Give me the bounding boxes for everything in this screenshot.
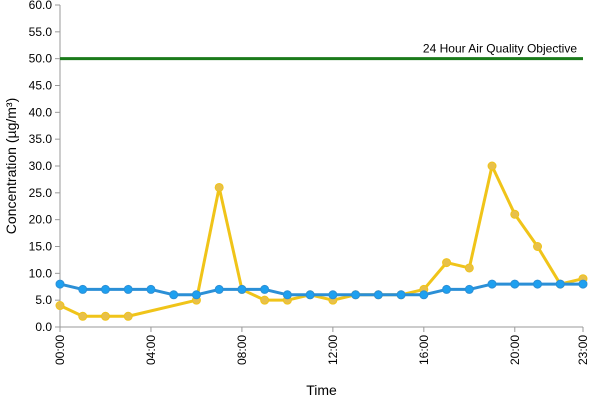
data-point <box>123 311 133 321</box>
x-tick-label: 00:00 <box>53 335 67 365</box>
y-tick-label: 45.0 <box>29 79 53 93</box>
data-point <box>510 209 520 219</box>
x-tick-label: 23:00 <box>576 335 590 365</box>
series-line <box>59 164 584 318</box>
data-point <box>351 290 361 300</box>
data-point <box>78 284 88 294</box>
data-point <box>464 284 474 294</box>
data-point <box>442 258 452 268</box>
data-point <box>55 279 65 289</box>
x-axis-ticks: 00:00 04:00 08:00 12:00 16:00 20:00 23:00 <box>53 327 590 365</box>
y-tick-label: 50.0 <box>29 52 53 66</box>
data-point <box>260 295 270 305</box>
data-point <box>100 284 110 294</box>
data-point <box>578 279 588 289</box>
y-axis-title: Concentration (µg/m³) <box>3 98 19 234</box>
data-point <box>146 284 156 294</box>
y-tick-label: 30.0 <box>29 159 53 173</box>
x-tick-label: 16:00 <box>417 335 431 365</box>
data-point <box>419 290 429 300</box>
y-tick-label: 40.0 <box>29 105 53 119</box>
x-tick-label: 20:00 <box>508 335 522 365</box>
data-point <box>328 290 338 300</box>
y-tick-label: 15.0 <box>29 240 53 254</box>
y-tick-label: 5.0 <box>35 293 52 307</box>
data-point <box>533 279 543 289</box>
data-point <box>510 279 520 289</box>
series-0 <box>55 161 588 321</box>
y-axis-ticks: 0.0 5.0 10.0 15.0 20.0 25.0 30.0 35.0 40.0 45.0 50… <box>29 0 60 334</box>
y-tick-label: 35.0 <box>29 132 53 146</box>
data-point <box>305 290 315 300</box>
data-point <box>260 284 270 294</box>
x-tick-label: 04:00 <box>144 335 158 365</box>
data-point <box>237 284 247 294</box>
data-point <box>169 290 179 300</box>
data-point <box>100 311 110 321</box>
reference-line-label: 24 Hour Air Quality Objective <box>423 42 577 56</box>
series-1 <box>55 279 588 300</box>
data-point <box>464 263 474 273</box>
x-tick-label: 08:00 <box>235 335 249 365</box>
y-tick-label: 10.0 <box>29 266 53 280</box>
data-point <box>214 284 224 294</box>
data-point <box>396 290 406 300</box>
data-point <box>373 290 383 300</box>
data-point <box>487 161 497 171</box>
data-point <box>55 301 65 311</box>
data-point <box>442 284 452 294</box>
y-tick-label: 25.0 <box>29 186 53 200</box>
y-tick-label: 0.0 <box>35 320 52 334</box>
data-point <box>487 279 497 289</box>
data-point <box>191 290 201 300</box>
data-point <box>555 279 565 289</box>
y-tick-label: 55.0 <box>29 25 53 39</box>
x-axis-title: Time <box>306 382 337 398</box>
data-point <box>214 182 224 192</box>
y-tick-label: 20.0 <box>29 213 53 227</box>
x-tick-label: 12:00 <box>326 335 340 365</box>
data-point <box>78 311 88 321</box>
data-point <box>282 290 292 300</box>
series-layer <box>55 161 588 321</box>
data-point <box>533 242 543 251</box>
series-line <box>59 282 583 297</box>
data-point <box>123 284 133 294</box>
y-tick-label: 60.0 <box>29 0 53 12</box>
